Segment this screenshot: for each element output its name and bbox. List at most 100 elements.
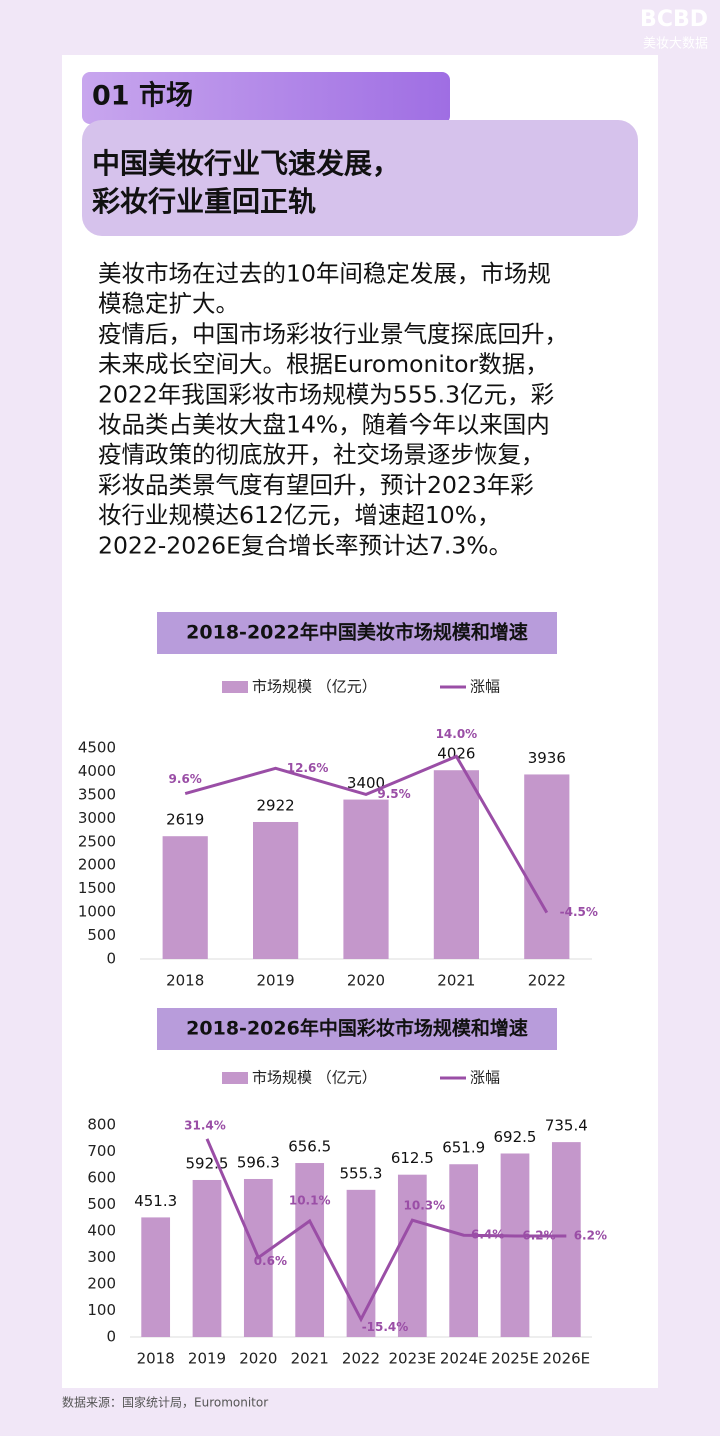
bar-label: 612.5	[391, 1149, 434, 1167]
legend-swatch	[222, 681, 248, 693]
body-line: 疫情后，中国市场彩妆行业景气度探底回升，	[98, 320, 568, 348]
bar-label: 3400	[347, 774, 385, 792]
bar	[295, 1163, 325, 1337]
x-tick-label: 2020	[239, 1350, 277, 1368]
bar	[346, 1189, 376, 1337]
body-line: 疫情政策的彻底放开，社交场景逐步恢复，	[98, 441, 545, 469]
y-tick-label: 4000	[78, 762, 116, 780]
y-tick-label: 300	[87, 1248, 116, 1266]
bar	[397, 1174, 427, 1337]
x-tick-label: 2022	[528, 972, 566, 990]
bar-label: 2619	[166, 811, 204, 829]
body-line: 彩妆品类景气度有望回升，预计2023年彩	[98, 471, 534, 499]
x-tick-label: 2018	[137, 1350, 175, 1368]
growth-line	[205, 1138, 567, 1323]
chart-title: 2018-2026年中国彩妆市场规模和增速	[186, 1017, 528, 1040]
body-line: 妆行业规模达612亿元，增速超10%，	[98, 501, 501, 529]
bar	[141, 1217, 171, 1337]
logo-name: 美妆大数据	[643, 37, 708, 52]
y-tick-label: 0	[106, 950, 116, 968]
y-tick-label: 100	[87, 1301, 116, 1319]
bar	[500, 1153, 530, 1337]
source: 数据来源：国家统计局，Euromonitor	[62, 1395, 268, 1410]
bar-label: 651.9	[442, 1139, 485, 1157]
growth-label: 6.2%	[522, 1229, 555, 1243]
chart-title-box	[157, 612, 557, 654]
x-tick-label: 2019	[188, 1350, 226, 1368]
y-tick-label: 2500	[78, 832, 116, 850]
growth-label: 9.5%	[377, 787, 410, 801]
legend-label: 涨幅	[470, 1069, 500, 1087]
bar	[192, 1179, 222, 1337]
growth-label: 12.6%	[287, 761, 329, 775]
x-tick-label: 2022	[342, 1350, 380, 1368]
y-tick-label: 0	[106, 1328, 116, 1346]
x-tick-label: 2019	[257, 972, 295, 990]
body-line: 2022-2026E复合增长率预计达7.3%。	[98, 531, 512, 559]
growth-label: -15.4%	[362, 1320, 409, 1334]
y-tick-label: 3500	[78, 785, 116, 803]
x-tick-label: 2025E	[491, 1350, 539, 1368]
y-tick-label: 700	[87, 1142, 116, 1160]
x-tick-label: 2024E	[440, 1350, 488, 1368]
growth-line	[184, 754, 549, 914]
growth-label: 9.6%	[169, 772, 202, 786]
growth-label: 10.1%	[289, 1193, 331, 1207]
growth-label: 6.2%	[574, 1229, 607, 1243]
bar	[524, 774, 570, 959]
bar-label: 4026	[437, 745, 475, 763]
x-tick-label: 2026E	[543, 1350, 591, 1368]
bar-label: 555.3	[340, 1164, 383, 1182]
bar-label: 451.3	[134, 1192, 177, 1210]
legend-swatch	[222, 1072, 248, 1084]
body-line: 模稳定扩大。	[98, 290, 239, 318]
bar-label: 2922	[257, 796, 295, 814]
y-tick-label: 500	[87, 926, 116, 944]
logo: BCBD	[640, 7, 708, 32]
x-tick-label: 2021	[437, 972, 475, 990]
headline: 中国美妆行业飞速发展，	[92, 147, 400, 180]
body-line: 未来成长空间大。根据Euromonitor数据，	[98, 350, 549, 378]
y-tick-label: 500	[87, 1195, 116, 1213]
bar	[343, 799, 389, 959]
bar-label: 735.4	[545, 1117, 588, 1135]
tag-box	[82, 72, 450, 124]
body-line: 美妆市场在过去的10年间稳定发展，市场规	[98, 260, 551, 288]
y-tick-label: 1500	[78, 879, 116, 897]
bar	[551, 1142, 581, 1337]
bar-label: 692.5	[494, 1128, 537, 1146]
legend-label: 市场规模 （亿元）	[252, 1069, 377, 1087]
y-tick-label: 4500	[78, 739, 116, 757]
x-tick-label: 2018	[166, 972, 204, 990]
bar-label: 596.3	[237, 1153, 280, 1171]
y-tick-label: 1000	[78, 903, 116, 921]
body-line: 妆品类占美妆大盘14%，随着今年以来国内	[98, 411, 550, 439]
y-tick-label: 400	[87, 1222, 116, 1240]
y-tick-label: 800	[87, 1116, 116, 1134]
body-line: 2022年我国彩妆市场规模为555.3亿元，彩	[98, 380, 554, 408]
bar	[433, 770, 479, 959]
x-tick-label: 2021	[291, 1350, 329, 1368]
y-tick-label: 2000	[78, 856, 116, 874]
x-tick-label: 2020	[347, 972, 385, 990]
title-box	[82, 120, 638, 236]
chart-title-box	[157, 1008, 557, 1050]
growth-label: 14.0%	[436, 727, 478, 741]
bar-label: 592.5	[186, 1154, 229, 1172]
y-tick-label: 600	[87, 1169, 116, 1187]
bar	[162, 836, 208, 959]
bar-label: 656.5	[288, 1138, 331, 1156]
bar	[253, 821, 299, 959]
x-tick-label: 2023E	[389, 1350, 437, 1368]
headline: 彩妆行业重回正轨	[92, 185, 316, 218]
chart-title: 2018-2022年中国美妆市场规模和增速	[186, 621, 528, 644]
growth-label: -4.5%	[560, 905, 598, 919]
growth-label: 6.4%	[471, 1228, 504, 1242]
growth-label: 10.3%	[404, 1199, 446, 1213]
growth-label: 0.6%	[254, 1254, 287, 1268]
y-tick-label: 200	[87, 1275, 116, 1293]
tag: 01 市场	[92, 80, 193, 112]
bar	[449, 1164, 479, 1337]
